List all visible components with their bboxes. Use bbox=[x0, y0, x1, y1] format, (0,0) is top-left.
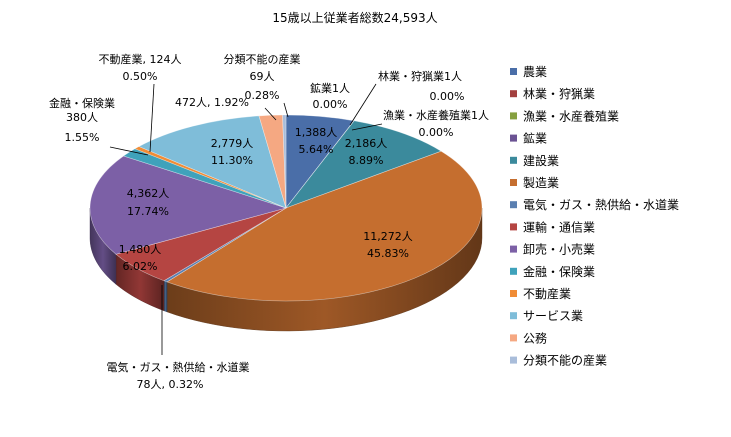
label-nougyo-pct: 5.64% bbox=[299, 143, 334, 156]
legend-label: 農業 bbox=[523, 65, 547, 79]
legend-label: 分類不能の産業 bbox=[523, 353, 607, 368]
legend-label: サービス業 bbox=[523, 309, 583, 323]
label-denki-pct: 78人, 0.32% bbox=[137, 378, 204, 391]
label-fudousan-pct: 0.50% bbox=[123, 70, 158, 83]
label-unyu-pct: 6.02% bbox=[123, 260, 158, 273]
leader-line bbox=[349, 83, 377, 126]
label-nougyo-count: 1,388人 bbox=[295, 126, 338, 139]
legend-swatch bbox=[510, 134, 517, 142]
leader-line bbox=[264, 107, 277, 121]
legend-label: 卸売・小売業 bbox=[523, 242, 595, 257]
slice-サービス業 bbox=[138, 115, 287, 209]
label-oroshi-count: 4,362人 bbox=[127, 187, 170, 200]
legend-label: 林業・狩猟業 bbox=[523, 86, 595, 101]
legend-label: 不動産業 bbox=[523, 286, 571, 301]
legend-swatch bbox=[510, 68, 517, 75]
legend-label: 公務 bbox=[523, 331, 547, 345]
legend-item: 卸売・小売業 bbox=[510, 242, 595, 257]
label-service-count: 2,779人 bbox=[211, 137, 254, 150]
label-seizou-count: 11,272人 bbox=[363, 230, 413, 243]
legend-item: 農業 bbox=[510, 65, 547, 79]
pie-plot bbox=[89, 114, 483, 332]
legend-item: 分類不能の産業 bbox=[510, 353, 607, 368]
leader-line bbox=[149, 83, 155, 153]
slice-電気-ガス-熱供給-水道業-side bbox=[163, 280, 168, 313]
legend-swatch bbox=[510, 334, 517, 342]
data-labels: 1,388人 5.64% 鉱業1人 0.00% 林業・狩猟業1人 0.00% 漁業・水産養殖… bbox=[49, 52, 489, 391]
legend-swatch bbox=[510, 312, 517, 320]
label-bunrui-pct: 0.28% bbox=[245, 89, 280, 102]
legend-item: 林業・狩猟業 bbox=[510, 86, 595, 101]
legend-label: 建設業 bbox=[523, 153, 559, 168]
legend-swatch bbox=[510, 179, 517, 186]
legend-label: 金融・保険業 bbox=[523, 264, 595, 279]
label-denki-name: 電気・ガス・熱供給・水道業 bbox=[107, 360, 250, 374]
label-kensetsu-count: 2,186人 bbox=[345, 137, 388, 150]
legend-label: 製造業 bbox=[523, 176, 559, 190]
label-kensetsu-pct: 8.89% bbox=[349, 154, 384, 167]
legend: 農業林業・狩猟業漁業・水産養殖業鉱業建設業製造業電気・ガス・熱供給・水道業運輸・… bbox=[510, 65, 679, 368]
slice-卸売-小売業 bbox=[89, 155, 288, 255]
legend-item: 金融・保険業 bbox=[510, 264, 595, 279]
label-service-pct: 11.30% bbox=[211, 154, 253, 167]
legend-swatch bbox=[510, 201, 517, 209]
legend-item: 建設業 bbox=[510, 153, 559, 168]
legend-swatch bbox=[510, 245, 517, 253]
label-ringyo-count: 林業・狩猟業1人 bbox=[378, 69, 462, 83]
slice-分類不能の産業 bbox=[282, 114, 287, 209]
legend-item: 漁業・水産養殖業 bbox=[510, 108, 619, 123]
legend-swatch bbox=[510, 267, 517, 275]
legend-swatch bbox=[510, 290, 517, 297]
legend-item: 不動産業 bbox=[510, 286, 571, 301]
slice-建設業 bbox=[285, 120, 442, 209]
label-gyogyo-pct: 0.00% bbox=[419, 126, 454, 139]
legend-item: サービス業 bbox=[510, 309, 583, 323]
chart-title: 15歳以上従業者総数24,593人 bbox=[272, 10, 437, 25]
legend-item: 製造業 bbox=[510, 176, 559, 190]
legend-label: 鉱業 bbox=[523, 131, 547, 146]
label-koumu-count: 472人, 1.92% bbox=[175, 96, 249, 109]
legend-swatch bbox=[510, 223, 517, 231]
leader-line bbox=[109, 146, 149, 156]
legend-swatch bbox=[510, 156, 517, 164]
label-seizou-pct: 45.83% bbox=[367, 247, 409, 260]
label-gyogyo-count: 漁業・水産養殖業1人 bbox=[383, 108, 489, 122]
label-bunrui-count: 分類不能の産業 69人 bbox=[224, 52, 301, 83]
slice-製造業 bbox=[166, 150, 483, 302]
legend-item: 電気・ガス・熱供給・水道業 bbox=[510, 197, 679, 212]
label-kougyo-pct: 0.00% bbox=[313, 98, 348, 111]
label-fudousan-count: 不動産業, 124人 bbox=[99, 52, 182, 66]
label-ringyo-pct: 0.00% bbox=[430, 90, 465, 103]
label-kinyu-count: 金融・保険業 380人 bbox=[49, 96, 115, 124]
legend-label: 漁業・水産養殖業 bbox=[523, 108, 619, 123]
legend-label: 電気・ガス・熱供給・水道業 bbox=[523, 197, 679, 212]
label-kinyu-pct: 1.55% bbox=[65, 131, 100, 144]
legend-label: 運輸・通信業 bbox=[523, 219, 595, 234]
legend-item: 鉱業 bbox=[510, 131, 547, 146]
leader-line bbox=[283, 102, 289, 118]
legend-swatch bbox=[510, 356, 517, 364]
label-unyu-count: 1,480人 bbox=[119, 243, 162, 256]
legend-swatch bbox=[510, 112, 517, 120]
legend-item: 公務 bbox=[510, 331, 547, 345]
legend-swatch bbox=[510, 90, 517, 98]
label-oroshi-pct: 17.74% bbox=[127, 205, 169, 218]
label-kougyo-count: 鉱業1人 bbox=[310, 81, 350, 95]
leader-line bbox=[351, 123, 383, 131]
legend-item: 運輸・通信業 bbox=[510, 219, 595, 234]
